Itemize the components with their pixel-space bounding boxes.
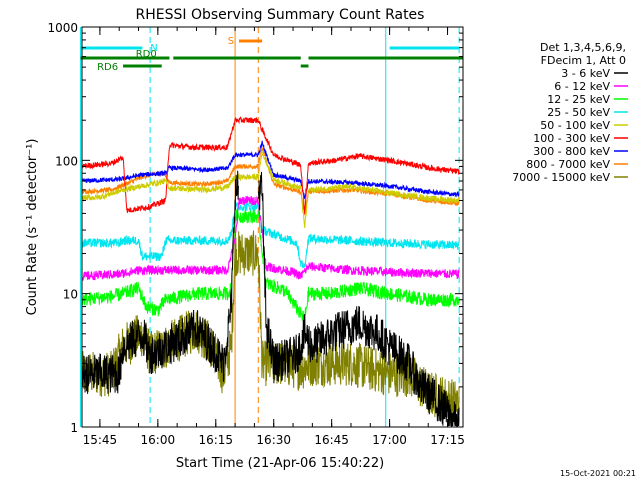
legend-entry-label-6: 300 - 800 keV: [533, 145, 610, 158]
legend-header-1: FDecim 1, Att 0: [541, 54, 626, 67]
plot-frame: [81, 26, 464, 428]
series-lines: [81, 116, 460, 427]
x-tick-label: 16:30: [256, 433, 291, 447]
legend-header-0: Det 1,3,4,5,6,9,: [540, 41, 626, 54]
legend-entry-label-0: 3 - 6 keV: [561, 67, 610, 80]
flag-n-label: N: [150, 43, 157, 54]
series-line-6: [81, 140, 460, 199]
legend-entry-label-4: 50 - 100 keV: [540, 119, 610, 132]
axes: 15:45 16:00 16:15 16:30 16:45 17:00 17:15 1 10 10…: [47, 21, 464, 447]
legend-entry-label-2: 12 - 25 keV: [547, 93, 610, 106]
timestamp: 15-Oct-2021 00:21: [560, 469, 636, 478]
x-tick-label: 16:15: [198, 433, 233, 447]
x-tick-label: 17:15: [430, 433, 465, 447]
series-line-1: [81, 195, 460, 281]
flag-s-label: S: [228, 36, 234, 47]
series-line-5: [81, 116, 460, 214]
legend-entry-label-7: 800 - 7000 keV: [526, 158, 610, 171]
status-flags: N S RD0 RD6: [80, 36, 463, 73]
x-tick-label: 15:45: [83, 433, 118, 447]
y-tick-label: 1000: [47, 21, 78, 35]
legend-entry-label-3: 25 - 50 keV: [547, 106, 610, 119]
legend-entry-label-1: 6 - 12 keV: [554, 80, 610, 93]
flag-rd0-label: RD0: [136, 49, 157, 60]
x-tick-label: 16:00: [141, 433, 176, 447]
y-axis-label: Count Rate (s⁻¹ detector⁻¹): [25, 139, 40, 316]
y-tick-label: 100: [55, 154, 78, 168]
y-tick-label: 1: [70, 421, 78, 435]
legend-entry-label-8: 7000 - 15000 keV: [512, 171, 610, 184]
x-axis-label: Start Time (21-Apr-06 15:40:22): [176, 456, 384, 471]
x-tick-label: 17:00: [372, 433, 407, 447]
series-line-0: [81, 170, 460, 427]
series-line-4: [81, 151, 460, 229]
y-tick-label: 10: [63, 288, 78, 302]
x-tick-label: 16:45: [314, 433, 349, 447]
legend: Det 1,3,4,5,6,9,FDecim 1, Att 03 - 6 keV…: [512, 41, 628, 184]
legend-entry-label-5: 100 - 300 keV: [533, 132, 610, 145]
flag-rd6-label: RD6: [97, 62, 118, 73]
chart-title: RHESSI Observing Summary Count Rates: [136, 7, 425, 23]
series-line-3: [81, 201, 460, 269]
series-line-2: [81, 209, 460, 321]
